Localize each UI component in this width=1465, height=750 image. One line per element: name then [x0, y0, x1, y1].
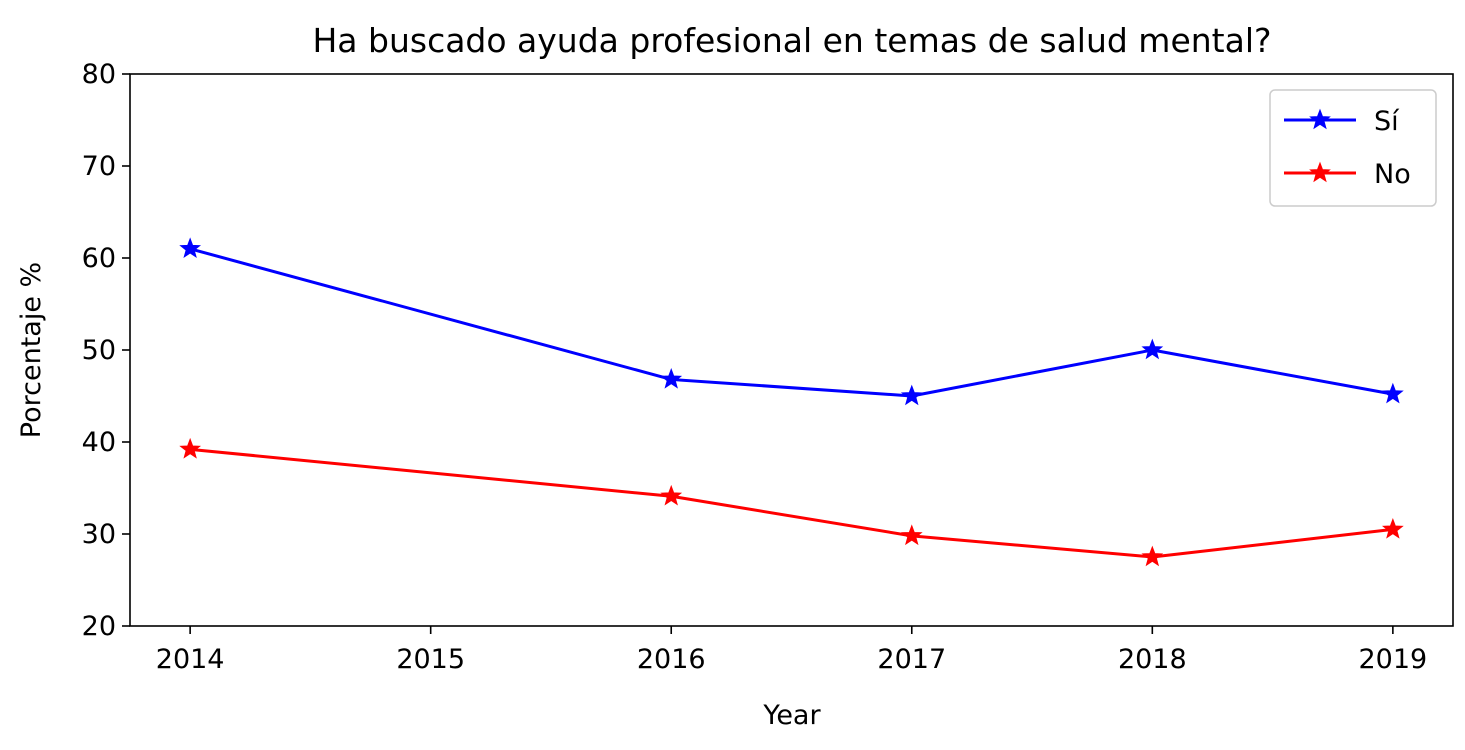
- legend-label: Sí: [1374, 106, 1400, 137]
- data-point: [660, 484, 683, 506]
- y-tick-label: 40: [82, 427, 116, 458]
- series-line-no: [189, 447, 1394, 559]
- legend: Sí No: [1269, 89, 1437, 207]
- plot-frame: [129, 73, 1454, 627]
- series-line-si: [189, 247, 1394, 398]
- legend-label: No: [1374, 159, 1411, 190]
- data-point: [900, 524, 923, 546]
- data-point: [900, 384, 923, 406]
- y-axis: 20 30 40 50 60 70 80: [82, 59, 130, 642]
- legend-marker: [1309, 161, 1331, 183]
- data-point: [1141, 338, 1164, 360]
- x-tick-label: 2014: [156, 644, 225, 675]
- x-tick-label: 2017: [877, 644, 946, 675]
- y-tick-label: 70: [82, 151, 116, 182]
- y-tick-label: 60: [82, 243, 116, 274]
- y-axis-label: Porcentaje %: [16, 262, 47, 438]
- legend-marker: [1309, 108, 1331, 130]
- data-point: [179, 237, 202, 259]
- data-point: [1381, 517, 1404, 539]
- x-axis-label: Year: [762, 700, 821, 731]
- x-tick-label: 2016: [637, 644, 706, 675]
- y-tick-label: 30: [82, 519, 116, 550]
- chart-title: Ha buscado ayuda profesional en temas de…: [312, 21, 1271, 60]
- x-tick-label: 2015: [396, 644, 465, 675]
- data-point: [1141, 545, 1164, 567]
- y-tick-label: 80: [82, 59, 116, 90]
- y-tick-label: 50: [82, 335, 116, 366]
- y-tick-label: 20: [82, 611, 116, 642]
- data-point: [179, 437, 202, 459]
- plot-area: [179, 237, 1404, 567]
- x-axis: 2014 2015 2016 2017 2018 2019: [156, 626, 1427, 675]
- data-point: [1381, 382, 1404, 404]
- x-tick-label: 2019: [1359, 644, 1428, 675]
- data-point: [660, 368, 683, 389]
- x-tick-label: 2018: [1118, 644, 1187, 675]
- legend-box: [1269, 89, 1437, 207]
